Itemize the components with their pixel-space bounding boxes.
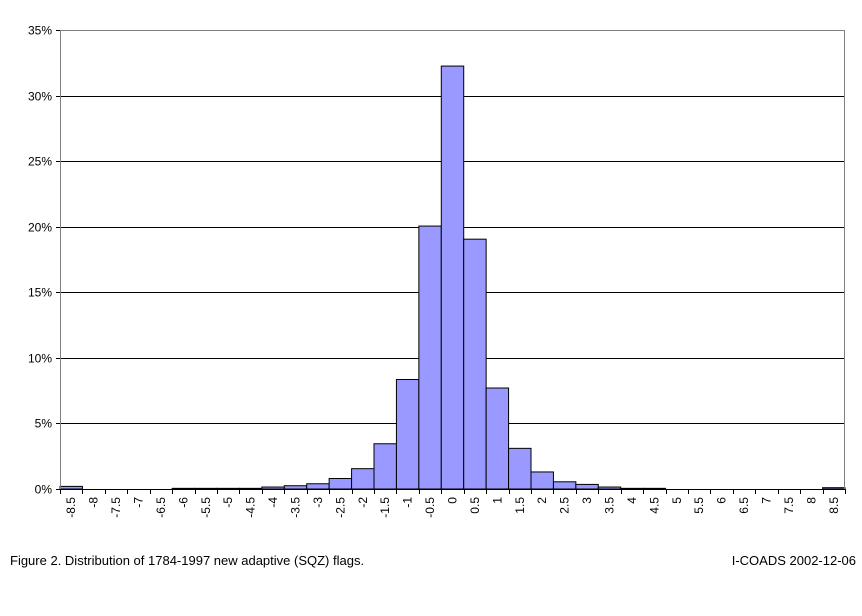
x-tick-label: 0.5 [468,497,482,514]
y-tick-label: 25% [28,155,52,169]
bar [216,487,240,490]
bar [373,443,397,490]
x-tick-label: 2.5 [558,497,572,514]
x-tick-label: -3.5 [289,497,303,518]
y-tick-label: 10% [28,352,52,366]
x-tick-label: 1 [490,497,504,504]
bar [238,487,263,490]
x-tick-label: -6.5 [154,497,168,518]
bar [463,238,487,490]
x-tick-label: 3.5 [603,497,617,514]
histogram-chart: 0%5%10%15%20%25%30%35% -8.5 -8 -7.5 -7 -6.5-… [28,24,846,518]
x-tick-label: -4 [266,497,280,508]
source-credit: I-COADS 2002-12-06 [731,553,856,568]
bar [328,478,353,490]
bar [59,485,83,490]
bar [508,447,532,490]
x-tick-label: -1 [401,497,415,508]
bar [306,483,330,490]
bar [261,486,285,490]
x-tick-label: -5 [221,497,235,508]
x-tick-label: 4.5 [647,497,661,514]
y-tick-label: 5% [35,417,53,431]
x-tick-label: 0 [446,497,460,504]
bar [530,471,554,490]
x-tick-label: -7 [132,497,146,508]
figure-caption: Figure 2. Distribution of 1784-1997 new … [10,553,365,568]
bar [822,487,846,490]
x-tick-label: -6 [176,497,190,508]
y-tick-label: 0% [35,483,53,497]
x-tick-label: 7.5 [782,497,796,514]
x-tick-label: -2.5 [333,497,347,518]
x-tick-label: 4 [625,497,639,504]
x-tick-label: 6.5 [737,497,751,514]
y-tick-label: 30% [28,90,52,104]
x-tick-label: -5.5 [199,497,213,518]
x-tick-label: 8.5 [827,497,841,514]
bar [171,487,196,490]
bar [194,487,218,490]
bar [418,225,442,490]
x-tick-label: 5 [670,497,684,504]
x-tick-label: 6 [715,497,729,504]
axes [60,30,846,494]
bar [620,487,644,490]
x-tick-label: -4.5 [244,497,258,518]
bar [642,487,667,490]
y-tick-label: 35% [28,24,52,38]
bar [485,387,510,490]
y-tick-label: 20% [28,221,52,235]
x-tick-label: -1.5 [378,497,392,518]
bar [575,483,599,490]
bar [395,378,420,490]
x-tick-label: 7 [760,497,774,504]
bar [351,468,375,490]
x-tick-labels: -8.5 -8 -7.5 -7 -6.5 -6 -5.5 -5 -4.5 -4 -3.5 -3 -2.5… [64,497,841,518]
x-tick-label: 8 [804,497,818,504]
x-tick-label: 1.5 [513,497,527,514]
x-tick-label: -2 [356,497,370,508]
x-tick-label: 3 [580,497,594,504]
bar [440,65,465,490]
y-tick-labels: 0% 5% 10% 15% 20% 25% 30% 35% [28,24,52,497]
y-tick-label: 15% [28,286,52,300]
x-tick-label: 5.5 [692,497,706,514]
x-tick-label: -8.5 [64,497,78,518]
x-tick-label: -8 [87,497,101,508]
x-tick-label: -0.5 [423,497,437,518]
bar [552,481,577,490]
x-tick-label: 2 [535,497,549,504]
bar [283,485,308,490]
x-tick-label: -7.5 [109,497,123,518]
bar [597,486,622,490]
x-tick-label: -3 [311,497,325,508]
